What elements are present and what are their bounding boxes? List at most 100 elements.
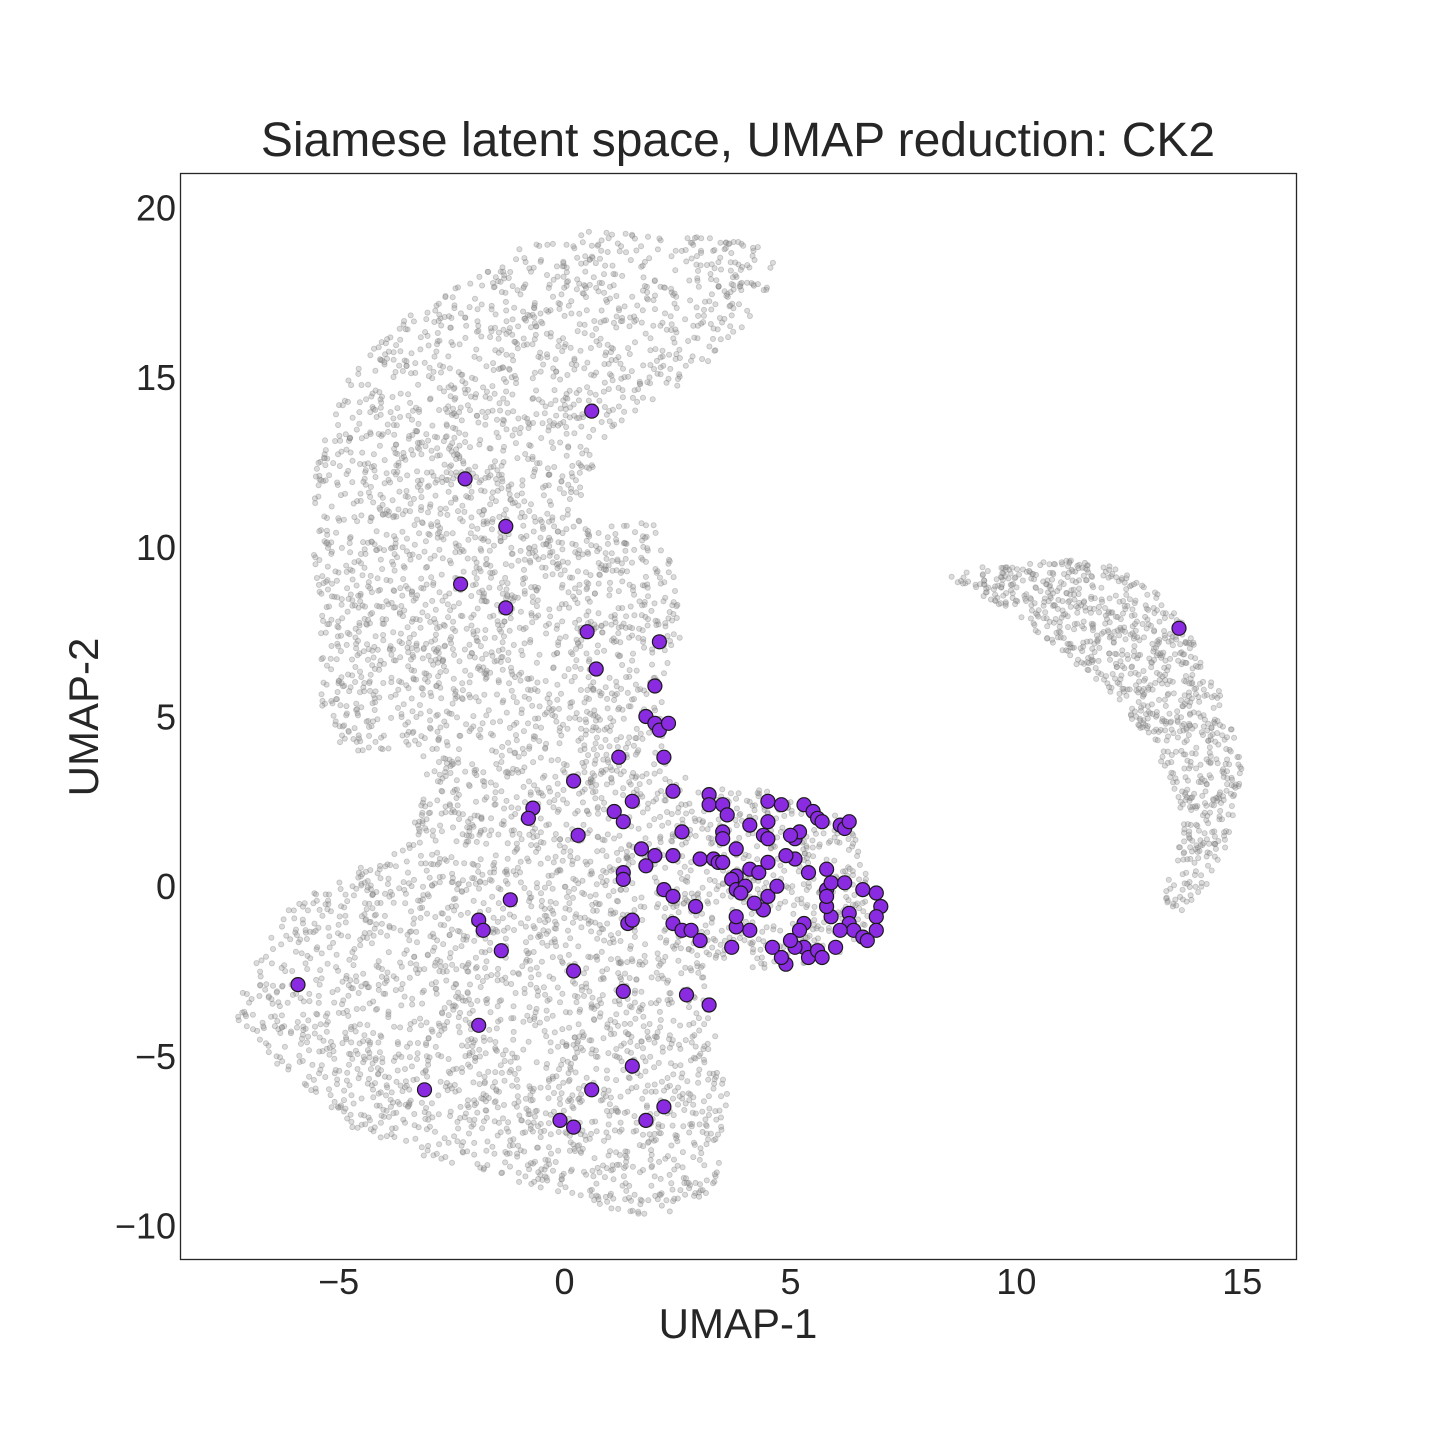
background-point [388, 674, 395, 681]
background-point [458, 888, 465, 895]
background-point [542, 745, 549, 752]
background-point [464, 1043, 471, 1050]
background-point [580, 290, 587, 297]
background-point [515, 502, 522, 509]
background-point [533, 964, 540, 971]
background-point [619, 662, 626, 669]
background-point [688, 890, 695, 897]
background-point [562, 942, 569, 949]
background-point [471, 555, 478, 562]
background-point [572, 914, 579, 921]
background-point [862, 876, 869, 883]
background-point [547, 905, 554, 912]
background-point [658, 743, 665, 750]
background-point [592, 891, 599, 898]
background-point [432, 1043, 439, 1050]
background-point [626, 975, 633, 982]
background-point [510, 1136, 517, 1143]
background-point [591, 1155, 598, 1162]
background-point [574, 600, 581, 607]
background-point [710, 1180, 717, 1187]
background-point [721, 246, 728, 253]
background-point [403, 362, 410, 369]
background-point [278, 923, 285, 930]
background-point [296, 900, 303, 907]
background-point [369, 390, 376, 397]
background-point [570, 1105, 577, 1112]
background-point [626, 1075, 633, 1082]
background-point [372, 367, 379, 374]
background-point [624, 1148, 631, 1155]
background-point [760, 938, 767, 945]
background-point [601, 317, 608, 324]
background-point [490, 284, 497, 291]
background-point [694, 891, 701, 898]
background-point [514, 1150, 521, 1157]
background-point [471, 654, 478, 661]
background-point [347, 1111, 354, 1118]
background-point [521, 566, 528, 573]
background-point [558, 1090, 565, 1097]
background-point [818, 926, 825, 933]
background-point [433, 1150, 440, 1157]
background-point [619, 272, 626, 279]
background-point [695, 1079, 702, 1086]
background-point [560, 848, 567, 855]
background-point [394, 1098, 401, 1105]
background-point [584, 687, 591, 694]
background-point [490, 360, 497, 367]
background-point [471, 1102, 478, 1109]
background-point [717, 941, 724, 948]
background-point [531, 782, 538, 789]
background-point [257, 973, 264, 980]
background-point [590, 426, 597, 433]
background-point [508, 481, 515, 488]
background-point [852, 836, 859, 843]
background-point [640, 274, 647, 281]
background-point [754, 244, 761, 251]
background-point [362, 1121, 369, 1128]
background-point [537, 754, 544, 761]
background-point [419, 904, 426, 911]
background-point [500, 1102, 507, 1109]
background-point [586, 533, 593, 540]
background-point [457, 732, 464, 739]
background-point [425, 1035, 432, 1042]
background-point [756, 790, 763, 797]
background-point [365, 723, 372, 730]
background-point [654, 950, 661, 957]
background-point [365, 489, 372, 496]
background-point [332, 411, 339, 418]
background-point [711, 878, 718, 885]
background-point [569, 574, 576, 581]
background-point [430, 579, 437, 586]
background-point [402, 890, 409, 897]
background-point [652, 707, 659, 714]
background-point [679, 1070, 686, 1077]
background-point [435, 1111, 442, 1118]
background-point [436, 589, 443, 596]
background-point [543, 307, 550, 314]
background-point [682, 316, 689, 323]
background-point [492, 1069, 499, 1076]
background-point [243, 991, 250, 998]
background-point [300, 998, 307, 1005]
background-point [527, 1122, 534, 1129]
background-point [349, 576, 356, 583]
background-point [425, 1142, 432, 1149]
background-point [511, 721, 518, 728]
background-point [759, 928, 766, 935]
background-point [562, 341, 569, 348]
background-point [444, 1087, 451, 1094]
background-point [563, 452, 570, 459]
background-point [527, 1160, 534, 1167]
background-point [418, 1099, 425, 1106]
background-point [564, 511, 571, 518]
background-point [573, 389, 580, 396]
background-point [321, 451, 328, 458]
background-point [432, 307, 439, 314]
background-point [462, 997, 469, 1004]
background-point [336, 462, 343, 469]
background-point [566, 1076, 573, 1083]
background-point [492, 311, 499, 318]
